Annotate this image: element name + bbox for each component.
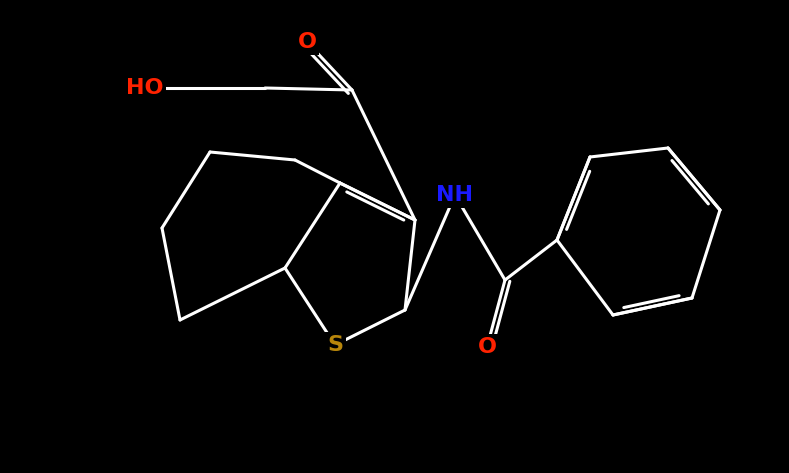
- Text: S: S: [327, 335, 343, 355]
- Text: O: O: [477, 337, 496, 357]
- Text: O: O: [297, 32, 316, 52]
- Text: HO: HO: [126, 78, 164, 98]
- Text: NH: NH: [436, 185, 473, 205]
